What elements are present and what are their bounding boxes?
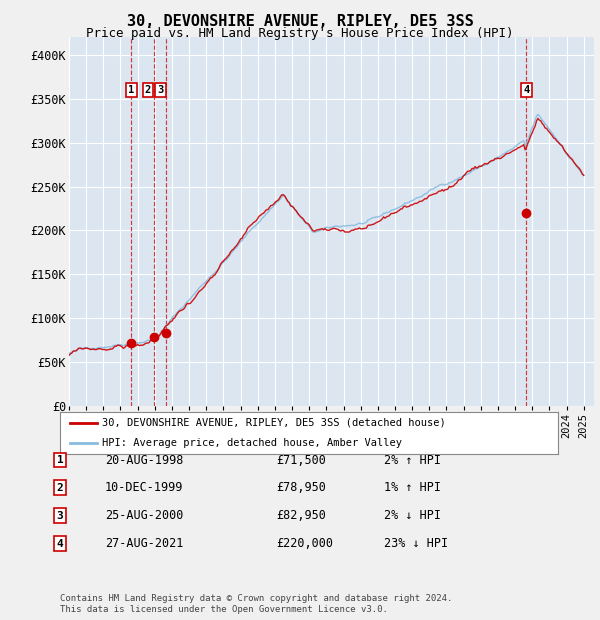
Text: 27-AUG-2021: 27-AUG-2021 [105,538,184,550]
Text: 2% ↑ HPI: 2% ↑ HPI [384,454,441,466]
Text: £78,950: £78,950 [276,482,326,494]
Text: 1: 1 [56,455,64,465]
Text: 1% ↑ HPI: 1% ↑ HPI [384,482,441,494]
Text: 4: 4 [56,539,64,549]
Text: 1: 1 [128,85,134,95]
Text: 10-DEC-1999: 10-DEC-1999 [105,482,184,494]
Text: Price paid vs. HM Land Registry's House Price Index (HPI): Price paid vs. HM Land Registry's House … [86,27,514,40]
Text: 2: 2 [56,483,64,493]
Text: HPI: Average price, detached house, Amber Valley: HPI: Average price, detached house, Ambe… [103,438,403,448]
Text: 25-AUG-2000: 25-AUG-2000 [105,510,184,522]
Text: Contains HM Land Registry data © Crown copyright and database right 2024.
This d: Contains HM Land Registry data © Crown c… [60,595,452,614]
Text: 2% ↓ HPI: 2% ↓ HPI [384,510,441,522]
Text: £71,500: £71,500 [276,454,326,466]
Text: 23% ↓ HPI: 23% ↓ HPI [384,538,448,550]
Text: 20-AUG-1998: 20-AUG-1998 [105,454,184,466]
Text: 3: 3 [158,85,164,95]
Text: 30, DEVONSHIRE AVENUE, RIPLEY, DE5 3SS: 30, DEVONSHIRE AVENUE, RIPLEY, DE5 3SS [127,14,473,29]
Text: 2: 2 [145,85,151,95]
Text: 3: 3 [56,511,64,521]
Text: £82,950: £82,950 [276,510,326,522]
Text: 4: 4 [523,85,529,95]
Text: 30, DEVONSHIRE AVENUE, RIPLEY, DE5 3SS (detached house): 30, DEVONSHIRE AVENUE, RIPLEY, DE5 3SS (… [103,418,446,428]
Text: £220,000: £220,000 [276,538,333,550]
